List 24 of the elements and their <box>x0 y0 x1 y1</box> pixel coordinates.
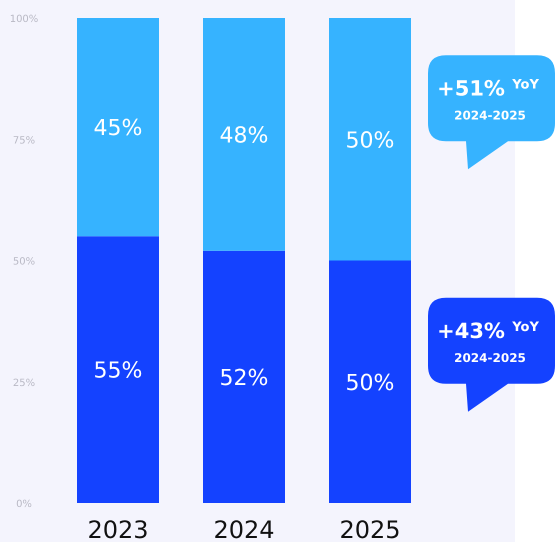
text: 2024-2025 <box>454 350 526 365</box>
bar <box>203 18 285 251</box>
text: +51% $^{YoY}$ <box>437 76 540 100</box>
text: +43% $^{YoY}$ <box>437 318 540 343</box>
y-tick-label: 75% <box>12 135 36 146</box>
bar <box>329 18 411 260</box>
data-label: 50% <box>346 370 394 396</box>
x-tick-label: 2024 <box>213 516 275 542</box>
bar <box>203 250 285 503</box>
data-label: 55% <box>94 358 142 384</box>
data-label: 50% <box>346 128 394 154</box>
text: 2024-2025 <box>454 108 526 122</box>
bar <box>77 18 159 236</box>
data-label: 48% <box>220 123 268 148</box>
y-tick-label: 50% <box>12 256 36 268</box>
bar <box>329 260 411 503</box>
y-tick-label: 25% <box>12 378 36 389</box>
y-tick-label: 100% <box>10 14 38 25</box>
x-tick-label: 2023 <box>87 516 149 542</box>
bar <box>77 236 159 503</box>
y-tick-label: 0% <box>16 499 32 510</box>
data-label: 45% <box>94 116 142 142</box>
data-label: 52% <box>220 366 268 391</box>
x-tick-label: 2025 <box>339 516 401 542</box>
